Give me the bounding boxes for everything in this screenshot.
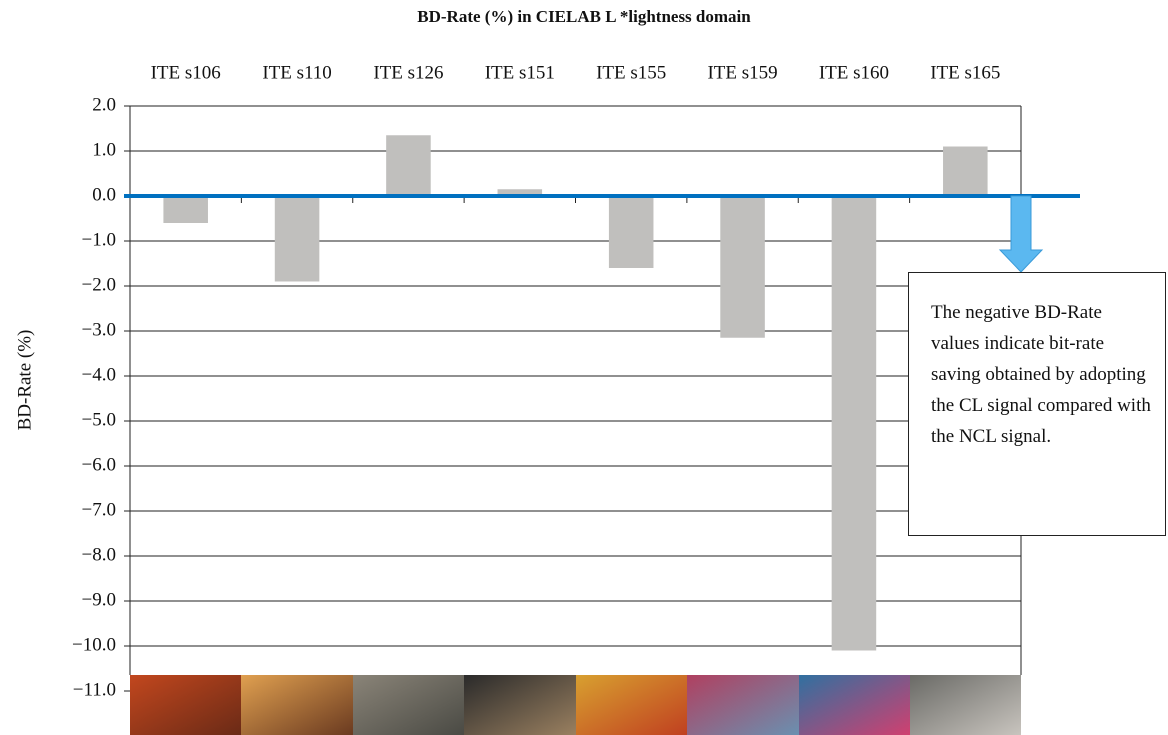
y-tick-label: 1.0 (92, 139, 116, 160)
y-tick-label: −7.0 (82, 499, 116, 520)
thumbnail (241, 675, 353, 735)
x-tick-label: ITE s160 (819, 62, 889, 83)
thumbnail (576, 675, 687, 735)
x-tick-label: ITE s159 (707, 62, 777, 83)
bar (274, 196, 320, 282)
x-tick-label: ITE s151 (485, 62, 555, 83)
y-tick-label: 2.0 (92, 94, 116, 115)
bar (831, 196, 877, 651)
x-tick-label: ITE s155 (596, 62, 666, 83)
bar (720, 196, 765, 338)
thumbnail (353, 675, 464, 735)
thumbnails (130, 675, 1021, 735)
thumbnail (687, 675, 799, 735)
y-tick-label: −11.0 (73, 679, 116, 700)
chart-title: BD-Rate (%) in CIELAB L *lightness domai… (417, 7, 751, 26)
y-tick-label: −5.0 (82, 409, 116, 430)
thumbnail (464, 675, 576, 735)
y-tick-label: −2.0 (82, 274, 116, 295)
bar (163, 196, 208, 223)
bar (497, 189, 543, 196)
y-tick-label: −4.0 (82, 364, 116, 385)
y-axis-label: BD-Rate (%) (14, 330, 35, 431)
y-tick-label: 0.0 (92, 184, 116, 205)
y-tick-label: −8.0 (82, 544, 116, 565)
arrow (998, 195, 1044, 273)
bar (608, 196, 654, 268)
y-tick-label: −1.0 (82, 229, 116, 250)
y-tick-label: −9.0 (82, 589, 116, 610)
x-tick-label: ITE s106 (151, 62, 221, 83)
bar (386, 135, 431, 196)
bar (943, 146, 988, 196)
thumbnail (130, 675, 241, 735)
x-tick-label: ITE s126 (373, 62, 443, 83)
y-tick-label: −10.0 (72, 634, 116, 655)
y-tick-label: −6.0 (82, 454, 116, 475)
y-tick-label: −3.0 (82, 319, 116, 340)
thumbnail (799, 675, 910, 735)
x-tick-label: ITE s165 (930, 62, 1000, 83)
annotation: The negative BD-Rate values indicate bit… (908, 272, 1166, 536)
thumbnail (910, 675, 1021, 735)
x-tick-label: ITE s110 (262, 62, 331, 83)
